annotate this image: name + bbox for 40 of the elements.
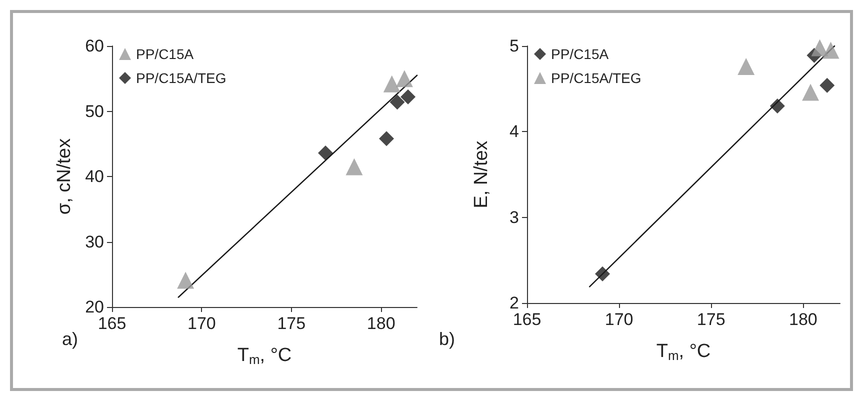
y-tick-label: 50 [85,102,104,121]
point [396,70,413,88]
point [594,266,610,282]
y-tick-label: 3 [510,208,519,227]
y-tick-label: 2 [510,294,519,312]
legend-label: PP/C15A/TEG [551,70,642,86]
point [346,158,363,176]
text: a) [62,329,78,349]
y-tick-label: 40 [85,167,104,186]
point [400,89,416,104]
legend-label: PP/C15A [551,46,610,62]
x-tick-label: 170 [188,314,216,333]
x-tick-label: 175 [696,310,726,329]
text: b) [439,329,456,349]
point [822,42,840,59]
point [738,58,755,76]
y-tick-label: 4 [510,122,519,142]
point [390,94,405,110]
y-tick-label: 30 [85,232,104,252]
point [820,78,835,93]
legend-label: PP/C15A [136,46,194,62]
y-tick-label: 5 [510,36,519,56]
point [383,75,400,92]
x-tick-label: 180 [366,314,396,333]
y-axis-title: σ, cN/tex [54,138,76,215]
point [802,84,820,101]
x-tick-label: 170 [604,310,634,329]
y-tick-label: 60 [85,36,104,56]
point [379,131,394,146]
x-tick-label: 175 [277,314,306,333]
x-tick-label: 165 [512,310,542,329]
point [770,98,785,114]
point [177,272,194,289]
x-tick-label: 165 [98,314,126,333]
y-tick-label: 20 [85,298,104,316]
point [811,39,828,56]
y-axis-title: E, N/tex [471,140,492,208]
legend-label: PP/C15A/TEG [136,70,226,86]
x-tick-label: 180 [788,310,818,329]
point [318,146,333,161]
